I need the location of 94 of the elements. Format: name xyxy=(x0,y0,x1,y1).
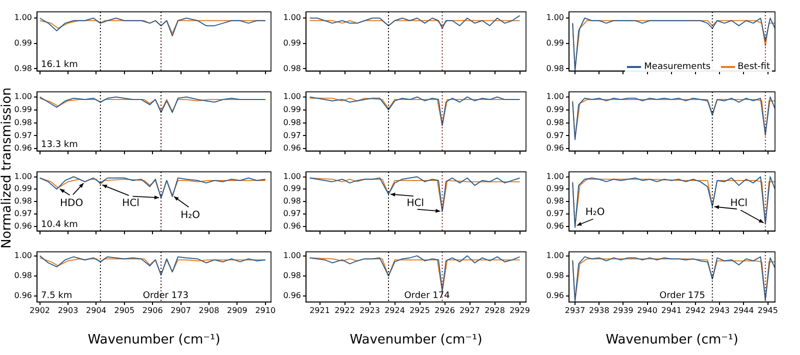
x-tick-label: 2925 xyxy=(410,306,430,315)
annotation: 7.5 km xyxy=(41,290,72,301)
y-tick-label: 0.98 xyxy=(14,196,32,206)
y-tick-label: 1.00 xyxy=(283,13,301,22)
annotation: Order 173 xyxy=(142,290,189,301)
y-tick-label: 0.99 xyxy=(14,104,32,114)
y-tick-label: 0.99 xyxy=(14,184,32,194)
x-axis-title: Wavenumber (cm⁻¹) xyxy=(350,332,482,348)
y-tick-label: 0.96 xyxy=(14,221,32,230)
y-tick-label: 0.96 xyxy=(14,291,32,300)
annotation: Order 174 xyxy=(404,290,450,301)
y-tick-label: 0.98 xyxy=(546,270,564,280)
y-tick-label: 1.00 xyxy=(283,92,301,102)
y-tick-label: 0.98 xyxy=(14,270,32,280)
y-tick-label: 0.99 xyxy=(14,38,32,48)
y-tick-label: 1.00 xyxy=(14,172,32,181)
y-tick-label: 0.96 xyxy=(283,291,301,300)
x-tick-label: 2937 xyxy=(564,306,586,315)
y-tick-label: 0.96 xyxy=(546,144,564,153)
y-tick-label: 0.97 xyxy=(546,208,564,218)
annotation: HCl xyxy=(730,198,748,209)
y-tick-label: 0.96 xyxy=(283,221,301,230)
y-tick-label: 1.00 xyxy=(14,92,32,102)
y-tick-label: 0.97 xyxy=(283,208,301,218)
x-tick-label: 2902 xyxy=(30,306,50,315)
legend-label: Measurements xyxy=(644,62,711,72)
y-tick-label: 0.99 xyxy=(546,104,564,114)
x-tick-label: 2945 xyxy=(758,306,778,315)
y-tick-label: 0.99 xyxy=(283,38,301,48)
x-axis-title: Wavenumber (cm⁻¹) xyxy=(606,332,738,348)
y-tick-label: 0.97 xyxy=(546,130,564,140)
y-tick-label: 1.00 xyxy=(546,92,564,102)
annotation: H₂O xyxy=(180,210,200,221)
y-tick-label: 0.98 xyxy=(14,118,32,127)
annotation: Order 175 xyxy=(659,290,706,301)
x-tick-label: 2924 xyxy=(384,306,405,315)
annotation: HCl xyxy=(406,198,424,209)
x-tick-label: 2927 xyxy=(460,306,480,315)
y-tick-label: 0.96 xyxy=(283,144,301,153)
x-tick-label: 2907 xyxy=(170,306,191,315)
x-tick-label: 2923 xyxy=(360,306,380,315)
legend-label: Best-fit xyxy=(738,62,770,72)
x-tick-label: 2906 xyxy=(142,306,163,315)
x-tick-label: 2938 xyxy=(588,306,610,315)
x-tick-label: 2941 xyxy=(661,306,682,315)
annotation: H₂O xyxy=(585,206,605,218)
annotation: HDO xyxy=(60,198,84,209)
y-tick-label: 0.96 xyxy=(14,144,32,153)
y-tick-label: 0.98 xyxy=(546,64,564,73)
x-tick-label: 2943 xyxy=(709,306,730,315)
y-tick-label: 0.97 xyxy=(14,208,32,218)
x-tick-label: 2904 xyxy=(86,306,106,315)
x-tick-label: 2929 xyxy=(510,306,530,315)
x-tick-label: 2909 xyxy=(226,306,248,315)
y-tick-label: 0.99 xyxy=(546,184,564,194)
x-tick-label: 2939 xyxy=(613,306,634,315)
y-tick-label: 0.98 xyxy=(546,118,564,127)
annotation: HCl xyxy=(122,198,140,209)
y-tick-label: 0.98 xyxy=(14,64,32,73)
annotation: 16.1 km xyxy=(41,60,78,70)
x-tick-label: 2908 xyxy=(198,306,220,315)
y-tick-label: 0.98 xyxy=(283,196,301,206)
x-axis-title: Wavenumber (cm⁻¹) xyxy=(88,332,220,348)
x-tick-label: 2903 xyxy=(58,306,78,315)
y-tick-label: 1.00 xyxy=(283,172,301,181)
y-tick-label: 0.96 xyxy=(546,291,564,300)
annotation: 10.4 km xyxy=(41,220,78,230)
x-tick-label: 2921 xyxy=(310,306,330,315)
y-tick-label: 0.98 xyxy=(546,196,564,206)
y-tick-label: 1.00 xyxy=(546,250,564,260)
y-tick-label: 0.97 xyxy=(14,130,32,140)
y-tick-label: 0.98 xyxy=(283,270,301,280)
y-tick-label: 1.00 xyxy=(14,13,32,22)
y-tick-label: 0.99 xyxy=(283,184,301,194)
x-tick-label: 2926 xyxy=(434,306,455,315)
y-tick-label: 1.00 xyxy=(546,13,564,22)
annotation: 13.3 km xyxy=(41,140,78,150)
y-tick-label: 0.99 xyxy=(283,104,301,114)
y-tick-label: 0.96 xyxy=(546,221,564,230)
y-tick-label: 0.98 xyxy=(283,64,301,73)
y-tick-label: 1.00 xyxy=(546,172,564,181)
y-tick-label: 0.98 xyxy=(283,118,301,127)
x-tick-label: 2940 xyxy=(637,306,658,315)
x-tick-label: 2910 xyxy=(255,306,276,315)
x-tick-label: 2928 xyxy=(484,306,505,315)
y-tick-label: 0.97 xyxy=(283,130,301,140)
x-tick-label: 2922 xyxy=(334,306,355,315)
y-tick-label: 1.00 xyxy=(283,250,301,260)
x-tick-label: 2942 xyxy=(685,306,706,315)
x-tick-label: 2905 xyxy=(114,306,135,315)
y-tick-label: 1.00 xyxy=(14,250,32,260)
x-tick-label: 2944 xyxy=(734,306,754,315)
y-axis-title: Normalized transmission xyxy=(0,88,14,248)
y-tick-label: 0.99 xyxy=(546,38,564,48)
